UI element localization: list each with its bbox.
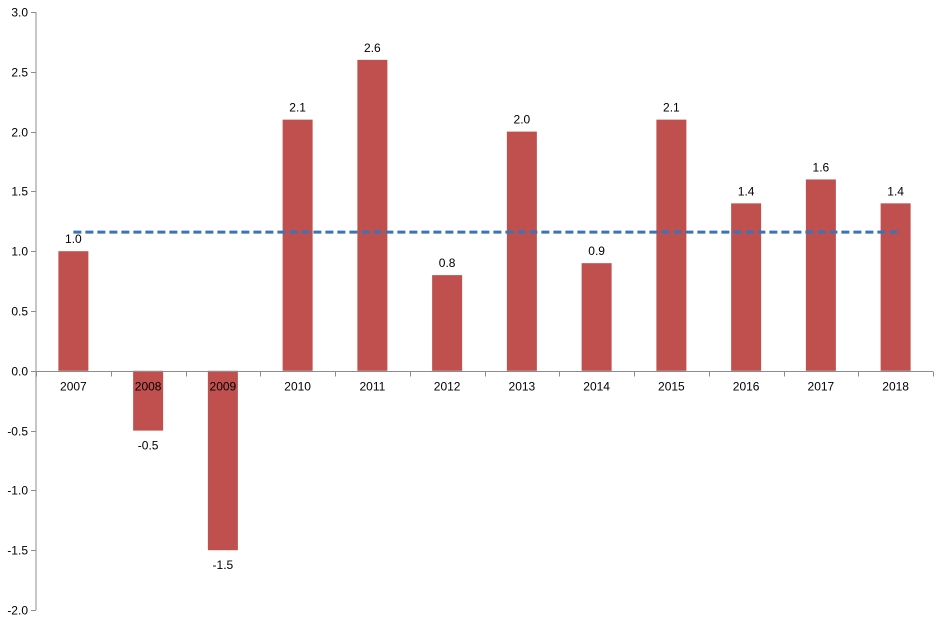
bar-2007 [58, 251, 89, 371]
data-label-2013: 2.0 [514, 113, 531, 127]
bars [58, 59, 911, 551]
bar-2011 [357, 59, 388, 371]
bar-2016 [731, 203, 762, 371]
y-axis: 3.0 2.5 2.0 1.5 1.0 0.5 0.0 -0.5 -1.0 -1.5 -2.0 [7, 6, 37, 618]
x-tick-label: 2015 [658, 380, 685, 394]
y-tick-label: -1.5 [7, 544, 28, 558]
data-label-2008: -0.5 [138, 439, 159, 453]
y-tick-label: 1.0 [11, 245, 28, 259]
bar-2009 [207, 370, 238, 551]
y-tick-label: 1.5 [11, 185, 28, 199]
data-labels: 1.0 -0.5 -1.5 2.1 2.6 0.8 2.0 0.9 2.1 1.4 1.6 1.4 [65, 41, 904, 572]
x-tick-label: 2016 [733, 380, 760, 394]
x-tick-label: 2018 [882, 380, 909, 394]
bar-2018 [880, 203, 911, 371]
y-tick-label: -1.0 [7, 484, 28, 498]
data-label-2017: 1.6 [813, 160, 830, 174]
data-label-2016: 1.4 [738, 184, 755, 198]
data-label-2010: 2.1 [289, 101, 306, 115]
x-tick-label: 2010 [284, 380, 311, 394]
y-tick-label: 2.5 [11, 66, 28, 80]
bar-2010 [282, 119, 313, 371]
x-tick-label: 2014 [583, 380, 610, 394]
x-tick-label: 2012 [434, 380, 461, 394]
x-tick-label: 2011 [359, 380, 385, 394]
bar-2013 [506, 131, 537, 371]
bar-2012 [432, 275, 463, 371]
x-tick-label: 2007 [60, 380, 87, 394]
x-tick-label: 2008 [135, 380, 162, 394]
y-tick-label: -2.0 [7, 604, 28, 618]
bar-2017 [805, 179, 836, 371]
x-tick-label: 2013 [509, 380, 536, 394]
x-tick-label: 2009 [210, 380, 237, 394]
y-tick-label: -0.5 [7, 425, 28, 439]
y-tick-label: 2.0 [11, 126, 28, 140]
data-label-2014: 0.9 [588, 244, 605, 258]
data-label-2011: 2.6 [364, 41, 381, 55]
data-label-2012: 0.8 [439, 256, 456, 270]
y-tick-label: 0.5 [11, 305, 28, 319]
bar-2008 [133, 370, 164, 431]
y-tick-label: 3.0 [11, 6, 28, 20]
data-label-2015: 2.1 [663, 101, 680, 115]
bar-2015 [656, 119, 687, 371]
data-label-2009: -1.5 [213, 558, 234, 572]
x-tick-label: 2017 [808, 380, 835, 394]
y-tick-label: 0.0 [11, 365, 28, 379]
x-axis: 2007 2008 2009 2010 2011 2012 2013 2014 2015 2016… [36, 371, 934, 394]
data-label-2018: 1.4 [887, 184, 904, 198]
data-label-2007: 1.0 [65, 232, 82, 246]
bar-2014 [581, 263, 612, 371]
